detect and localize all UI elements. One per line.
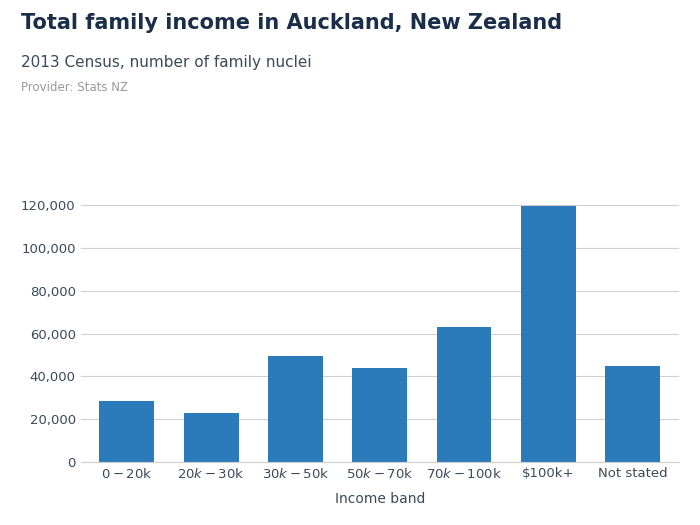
- Bar: [437, 327, 491, 462]
- Bar: [99, 401, 154, 462]
- Bar: [521, 206, 575, 462]
- Bar: [268, 356, 323, 462]
- Bar: [184, 413, 239, 462]
- Text: Total family income in Auckland, New Zealand: Total family income in Auckland, New Zea…: [21, 13, 562, 33]
- Text: Provider: Stats NZ: Provider: Stats NZ: [21, 81, 128, 94]
- Bar: [606, 366, 660, 462]
- Bar: [352, 368, 407, 462]
- Text: 2013 Census, number of family nuclei: 2013 Census, number of family nuclei: [21, 55, 312, 70]
- X-axis label: Income band: Income band: [335, 492, 425, 506]
- Text: figure.nz: figure.nz: [587, 17, 662, 34]
